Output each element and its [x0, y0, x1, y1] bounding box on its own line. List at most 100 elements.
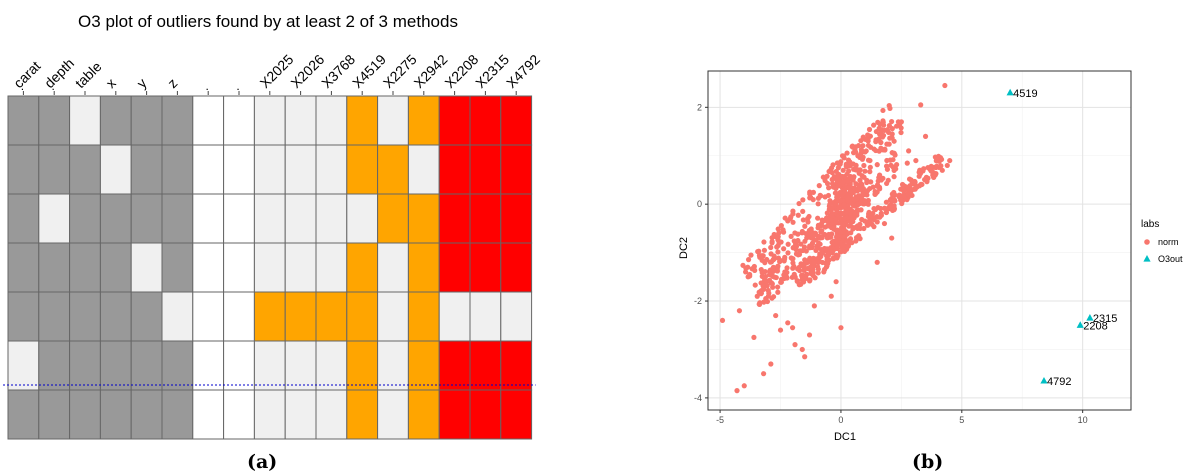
o3out-label: 2315: [1093, 313, 1117, 325]
norm-point: [845, 243, 851, 249]
o3-cell: [192, 340, 225, 391]
norm-point: [884, 166, 891, 172]
norm-point: [933, 158, 939, 164]
o3-cell: [438, 242, 471, 293]
norm-point: [793, 241, 799, 247]
legend-key-norm: [1144, 239, 1150, 245]
norm-point: [806, 332, 813, 338]
norm-point: [811, 259, 817, 265]
norm-point: [813, 237, 819, 243]
norm-point: [845, 196, 851, 202]
norm-point: [770, 264, 777, 270]
o3-cell: [469, 291, 502, 342]
norm-point: [899, 181, 906, 188]
o3-cell: [7, 144, 40, 195]
norm-point: [769, 238, 775, 245]
norm-point: [829, 165, 835, 171]
norm-point: [889, 118, 895, 125]
o3-cell: [346, 242, 379, 293]
norm-point: [800, 217, 806, 223]
norm-point: [825, 218, 831, 225]
o3-cell: [346, 340, 379, 391]
norm-point: [856, 170, 862, 176]
norm-point: [834, 208, 840, 214]
o3-cell: [500, 291, 533, 342]
o3out-label: 2208: [1083, 320, 1107, 332]
norm-point: [834, 227, 841, 233]
norm-point: [768, 251, 774, 257]
norm-point: [806, 245, 813, 251]
o3out-label: 4519: [1013, 88, 1037, 100]
o3-cell: [99, 340, 132, 391]
norm-point: [870, 184, 876, 190]
o3-cell: [38, 389, 71, 440]
norm-point: [862, 198, 868, 204]
legend-title: labs: [1141, 219, 1159, 230]
norm-point: [719, 317, 726, 324]
o3-cell: [161, 95, 194, 146]
o3-cell: [284, 340, 317, 391]
o3-cell: [38, 340, 71, 391]
scatter-grid: [708, 71, 1131, 410]
norm-point: [785, 241, 791, 247]
norm-point: [790, 219, 796, 225]
norm-point: [867, 164, 873, 170]
norm-point: [815, 215, 821, 221]
o3-cell: [192, 291, 225, 342]
plot-panel: [707, 70, 1132, 411]
o3-column-label: z: [164, 75, 180, 91]
norm-point: [867, 169, 873, 175]
norm-point: [887, 105, 893, 111]
norm-point: [881, 205, 888, 211]
norm-point: [815, 264, 821, 270]
o3-cell: [253, 242, 286, 293]
norm-point: [776, 240, 782, 246]
o3-cell: [223, 95, 255, 146]
norm-point: [828, 234, 834, 240]
norm-point: [890, 157, 896, 163]
norm-point: [771, 256, 777, 262]
norm-point: [848, 214, 854, 220]
o3-cell: [500, 193, 533, 244]
o3-column-label: X2025: [257, 51, 297, 91]
norm-point: [796, 281, 803, 288]
o3-cell: [284, 291, 317, 342]
norm-point: [756, 248, 762, 254]
norm-point: [850, 219, 856, 225]
norm-point: [844, 208, 850, 215]
norm-point: [924, 179, 930, 185]
o3-cell: [407, 144, 440, 195]
o3-cell: [407, 95, 440, 146]
norm-point: [873, 137, 879, 143]
norm-point: [947, 157, 953, 164]
x-axis-label: DC1: [834, 431, 856, 443]
norm-point: [828, 293, 834, 299]
norm-point: [858, 138, 864, 144]
norm-point: [799, 346, 805, 353]
o3-cell: [69, 144, 101, 195]
norm-point: [782, 256, 788, 262]
norm-point: [840, 167, 846, 173]
o3-cell: [438, 193, 471, 244]
scatter-axes: -5 0 5 10 -4 -2 0 2: [694, 70, 1132, 425]
norm-point: [933, 164, 939, 171]
x-tick-label: -5: [716, 415, 724, 425]
norm-point: [834, 160, 840, 166]
norm-point: [871, 146, 877, 152]
norm-point: [811, 303, 817, 309]
norm-point: [785, 218, 791, 224]
o3-column-label: X2315: [472, 51, 512, 91]
o3-cell: [500, 242, 533, 293]
o3-cell: [469, 340, 502, 391]
o3-column-dot: .: [206, 79, 209, 93]
o3-cell: [223, 340, 255, 391]
norm-point: [885, 129, 892, 136]
norm-point: [929, 165, 935, 171]
y-axis-label: DC2: [678, 237, 690, 259]
o3-cell: [253, 193, 286, 244]
o3out-point: [1006, 88, 1014, 96]
norm-point: [865, 222, 871, 228]
o3-cell: [284, 242, 317, 293]
norm-point: [913, 157, 919, 164]
norm-point: [833, 279, 839, 285]
